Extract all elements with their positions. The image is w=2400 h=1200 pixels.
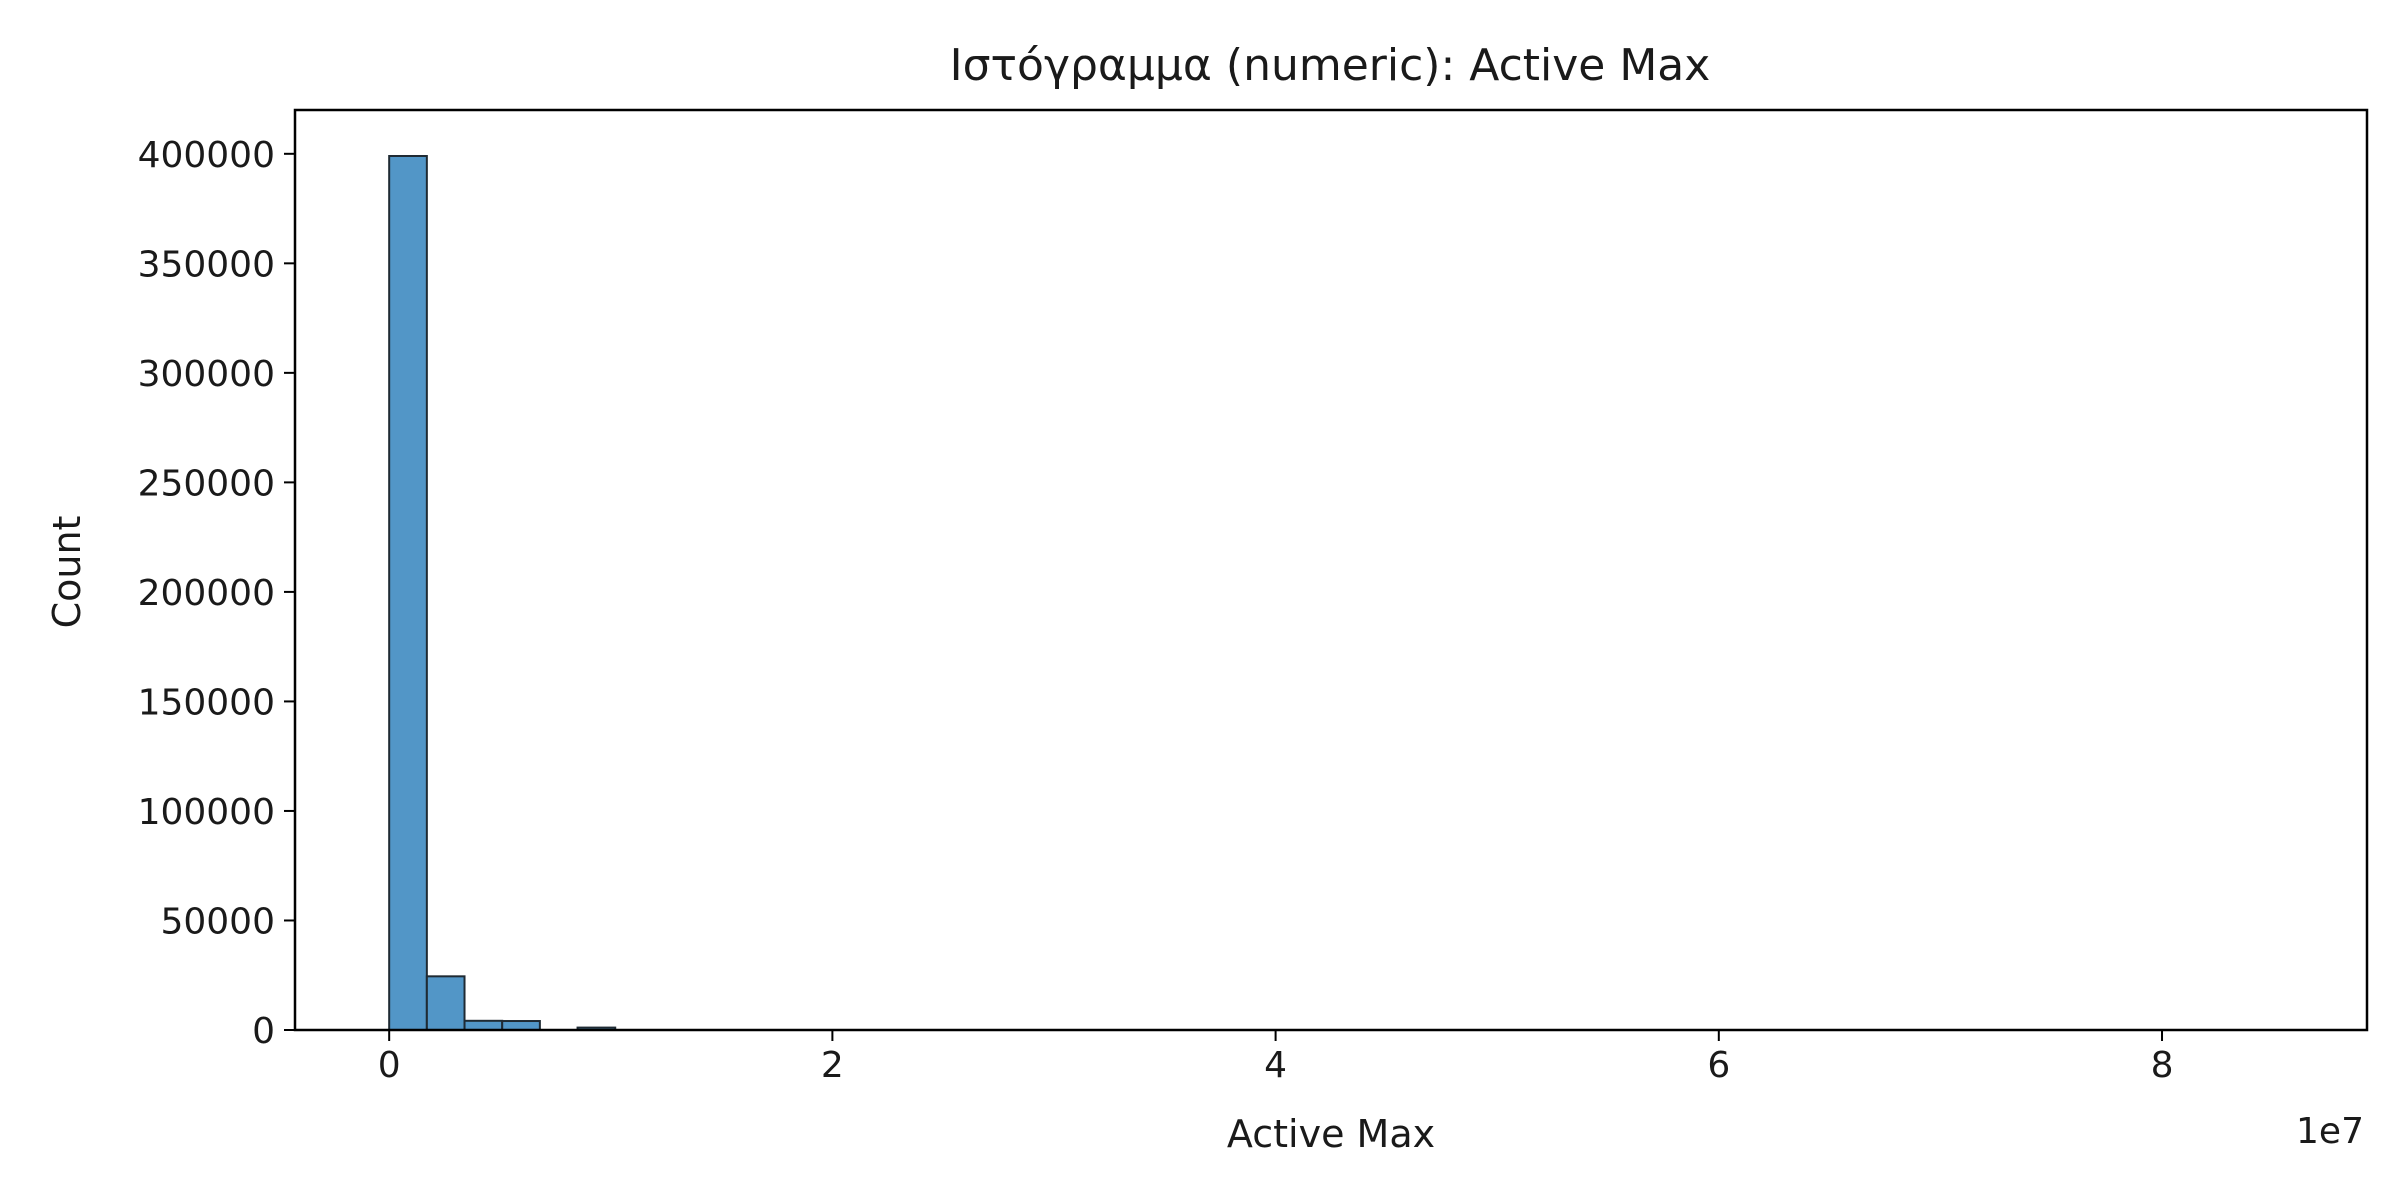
x-tick-label: 8 bbox=[2151, 1045, 2174, 1086]
plot-frame bbox=[293, 108, 2369, 1032]
x-axis-label: Active Max bbox=[1227, 1112, 1435, 1156]
y-tick-label: 250000 bbox=[138, 463, 275, 504]
y-tick-label: 100000 bbox=[138, 792, 275, 833]
histogram-bar bbox=[501, 1020, 541, 1032]
y-tick-label: 150000 bbox=[138, 682, 275, 723]
y-axis-ticks: 0 50000 100000 150000 200000 250000 300000 3500… bbox=[138, 135, 295, 1052]
histogram-bar bbox=[425, 975, 466, 1032]
y-tick-label: 300000 bbox=[138, 354, 275, 395]
x-tick-label: 6 bbox=[1707, 1045, 1730, 1086]
y-tick-label: 400000 bbox=[138, 135, 275, 176]
x-tick-label: 4 bbox=[1264, 1045, 1287, 1086]
y-tick-label: 350000 bbox=[138, 244, 275, 285]
x-axis-offset-label: 1e7 bbox=[2296, 1111, 2364, 1152]
y-tick-label: 0 bbox=[252, 1011, 275, 1052]
x-tick-label: 0 bbox=[378, 1045, 401, 1086]
y-tick-label: 50000 bbox=[160, 901, 275, 942]
chart-title: Ιστόγραμμα (numeric): Active Max bbox=[950, 40, 1711, 91]
histogram-bar bbox=[463, 1019, 504, 1031]
y-axis-label: Count bbox=[45, 516, 89, 629]
x-tick-label: 2 bbox=[821, 1045, 844, 1086]
x-axis-ticks: 0 2 4 6 8 bbox=[378, 1030, 2174, 1086]
bars-group bbox=[388, 155, 617, 1032]
y-tick-label: 200000 bbox=[138, 573, 275, 614]
histogram-bar bbox=[388, 155, 428, 1031]
